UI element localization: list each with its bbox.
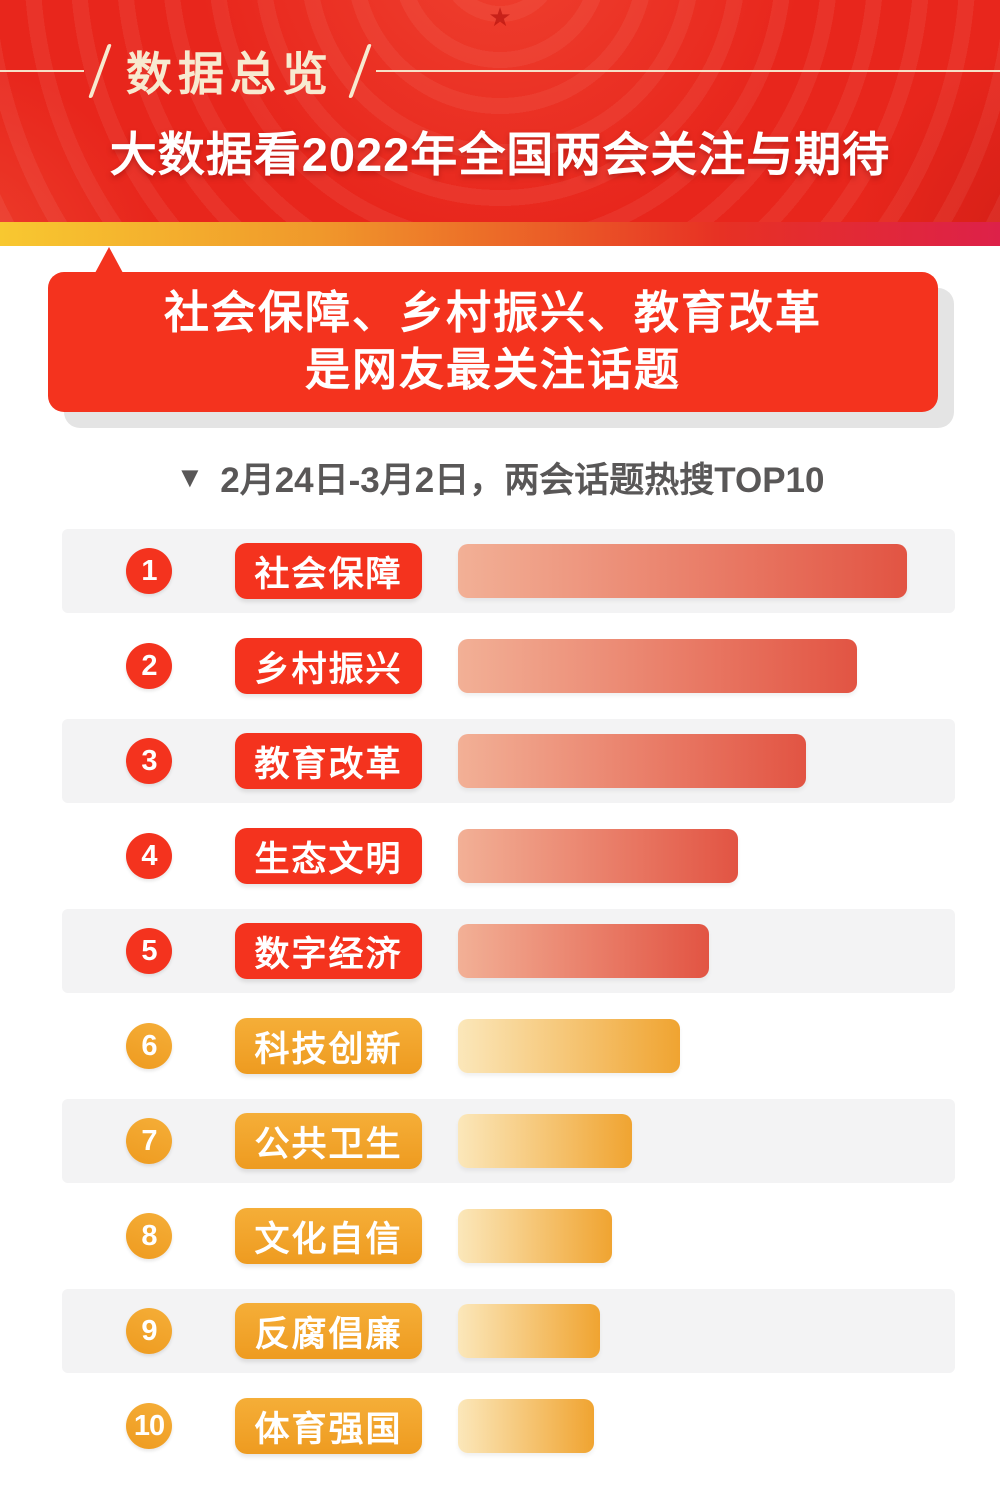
topic-label: 教育改革 <box>235 733 422 789</box>
ranking-row: 4 生态文明 <box>62 814 955 898</box>
topic-label: 数字经济 <box>235 923 422 979</box>
rank-badge: 5 <box>126 928 172 974</box>
slash-icon <box>348 44 372 98</box>
gradient-stripe <box>0 222 1000 246</box>
highlight-line-2: 是网友最关注话题 <box>304 344 681 395</box>
rank-badge: 6 <box>126 1023 172 1069</box>
rank-badge: 3 <box>126 738 172 784</box>
heat-bar <box>458 1399 594 1453</box>
chart-subtitle: ▼ 2月24日-3月2日，两会话题热搜TOP10 <box>0 452 1000 503</box>
page-title: 大数据看2022年全国两会关注与期待 <box>109 128 891 181</box>
star-icon: ★ <box>488 2 512 32</box>
ranking-row: 1 社会保障 <box>62 529 955 613</box>
heat-bar <box>458 544 907 598</box>
topic-label: 生态文明 <box>235 828 422 884</box>
callout-pointer-triangle <box>95 247 123 273</box>
triangle-down-icon: ▼ <box>175 462 205 494</box>
eyebrow-label: 数据总览 <box>126 48 334 100</box>
rank-badge: 4 <box>126 833 172 879</box>
heat-bar <box>458 829 738 883</box>
ranking-row: 2 乡村振兴 <box>62 624 955 708</box>
chart-subtitle-text: 2月24日-3月2日，两会话题热搜TOP10 <box>220 461 825 500</box>
rank-badge: 2 <box>126 643 172 689</box>
poster-header: ★ 数据总览 大数据看2022年全国两会关注与期待 <box>0 0 1000 222</box>
divider-line-right <box>376 70 1000 72</box>
rank-badge: 9 <box>126 1308 172 1354</box>
eyebrow: 数据总览 <box>0 42 1000 100</box>
highlight-line-1: 社会保障、乡村振兴、教育改革 <box>163 287 822 339</box>
divider-line-left <box>0 70 84 72</box>
ranking-row: 7 公共卫生 <box>62 1099 955 1183</box>
heat-bar <box>458 1304 600 1358</box>
topic-label: 文化自信 <box>235 1208 422 1264</box>
topic-label: 反腐倡廉 <box>235 1303 422 1359</box>
topic-label: 科技创新 <box>235 1018 422 1074</box>
ranking-row: 6 科技创新 <box>62 1004 955 1088</box>
heat-bar <box>458 639 857 693</box>
ranking-row: 5 数字经济 <box>62 909 955 993</box>
heat-bar <box>458 1114 632 1168</box>
rank-badge: 7 <box>126 1118 172 1164</box>
ranking-row: 8 文化自信 <box>62 1194 955 1278</box>
highlight-card: 社会保障、乡村振兴、教育改革 是网友最关注话题 <box>48 272 938 412</box>
heat-bar <box>458 924 709 978</box>
heat-bar <box>458 734 806 788</box>
ranking-row: 3 教育改革 <box>62 719 955 803</box>
topic-label: 社会保障 <box>235 543 422 599</box>
heat-bar <box>458 1019 680 1073</box>
topic-label: 体育强国 <box>235 1398 422 1454</box>
ranking-row: 10 体育强国 <box>62 1384 955 1468</box>
heat-bar <box>458 1209 612 1263</box>
topic-label: 公共卫生 <box>235 1113 422 1169</box>
rank-badge: 8 <box>126 1213 172 1259</box>
rank-badge: 1 <box>126 548 172 594</box>
topic-ranking-list: 1 社会保障 2 乡村振兴 3 教育改革 4 生态文明 5 数字经济 6 <box>62 529 955 1479</box>
slash-icon <box>88 44 112 98</box>
topic-label: 乡村振兴 <box>235 638 422 694</box>
rank-badge: 10 <box>126 1403 172 1449</box>
ranking-row: 9 反腐倡廉 <box>62 1289 955 1373</box>
